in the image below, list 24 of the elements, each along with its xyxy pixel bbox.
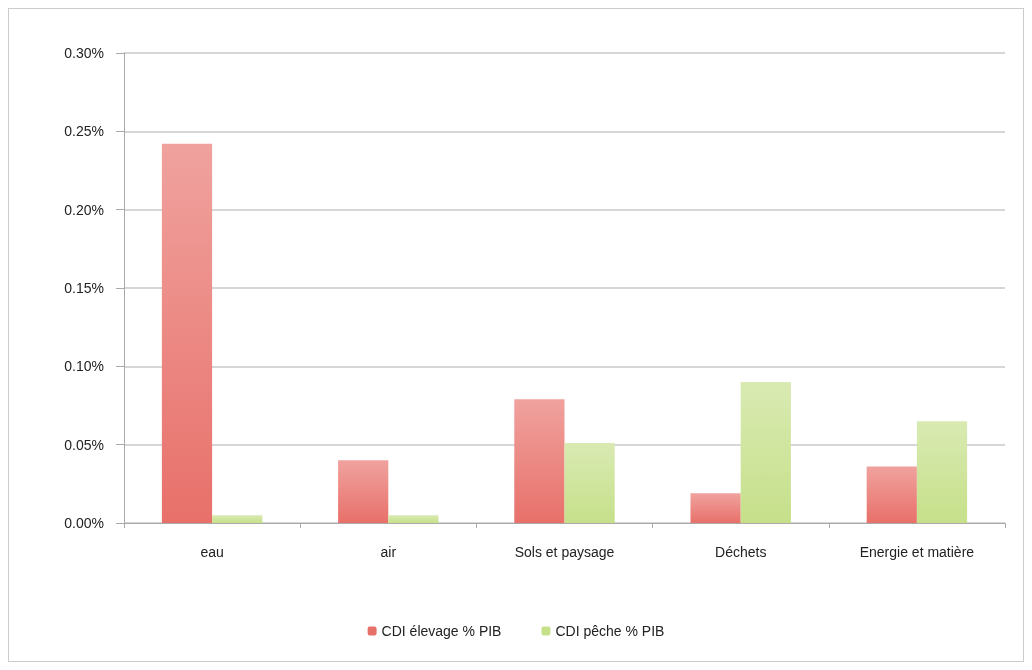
y-tick-label: 0.00% (64, 515, 104, 531)
bar (916, 421, 968, 523)
bar (161, 143, 213, 523)
bar (338, 460, 389, 523)
x-tick-label: air (380, 544, 397, 560)
bar (388, 515, 439, 523)
y-tick-label: 0.30% (64, 45, 104, 61)
bar (212, 515, 263, 523)
legend-label: CDI élevage % PIB (381, 623, 502, 639)
y-tick-label: 0.10% (64, 358, 104, 375)
x-tick-label: Déchets (715, 544, 767, 560)
y-tick-label: 0.25% (64, 123, 104, 140)
y-tick-label: 0.15% (64, 280, 104, 296)
bar (564, 443, 615, 523)
bar (866, 466, 917, 523)
bar (514, 399, 565, 523)
bar (690, 493, 741, 523)
x-tick-label: Sols et paysage (514, 544, 615, 560)
x-tick-label: eau (200, 544, 224, 560)
legend-label: CDI pêche % PIB (555, 623, 665, 639)
y-tick-label: 0.05% (64, 436, 104, 453)
bar (740, 382, 791, 523)
y-tick-label: 0.20% (64, 201, 104, 218)
x-tick-label: Energie et matière (859, 544, 975, 560)
